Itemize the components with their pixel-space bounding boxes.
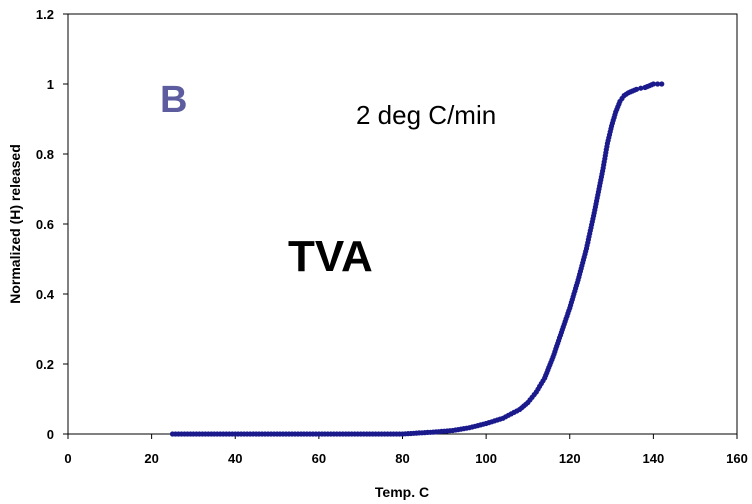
rate-annotation: 2 deg C/min [356,100,496,130]
x-axis-title: Temp. C [375,484,429,500]
x-axis-ticks: 0 20 40 60 80 100 120 140 160 [64,434,748,466]
series-layer [169,81,665,437]
y-tick-label: 0 [47,427,54,442]
x-tick-label: 20 [144,451,158,466]
x-tick-label: 100 [475,451,497,466]
data-point [650,81,657,87]
data-point [638,85,644,91]
y-tick-label: 0.2 [36,357,54,372]
y-tick-label: 1.2 [36,7,54,22]
plot-area [67,13,738,435]
x-tick-label: 120 [559,451,581,466]
x-tick-label: 140 [643,451,665,466]
x-tick-label: 40 [228,451,242,466]
x-tick-label: 80 [395,451,409,466]
y-tick-label: 0.4 [36,287,55,302]
x-tick-label: 60 [312,451,326,466]
x-tick-label: 160 [726,451,748,466]
y-axis-ticks: 0 0.2 0.4 0.6 0.8 1 1.2 [36,7,68,442]
y-tick-label: 0.6 [36,217,54,232]
panel-label: B [160,79,187,121]
y-tick-label: 0.8 [36,147,54,162]
data-point [634,86,640,92]
x-tick-label: 0 [64,451,71,466]
y-tick-label: 1 [47,77,54,92]
method-annotation: TVA [288,232,373,281]
data-point [655,81,661,87]
data-point [659,81,665,87]
y-axis-title: Normalized (H) released [7,144,23,304]
